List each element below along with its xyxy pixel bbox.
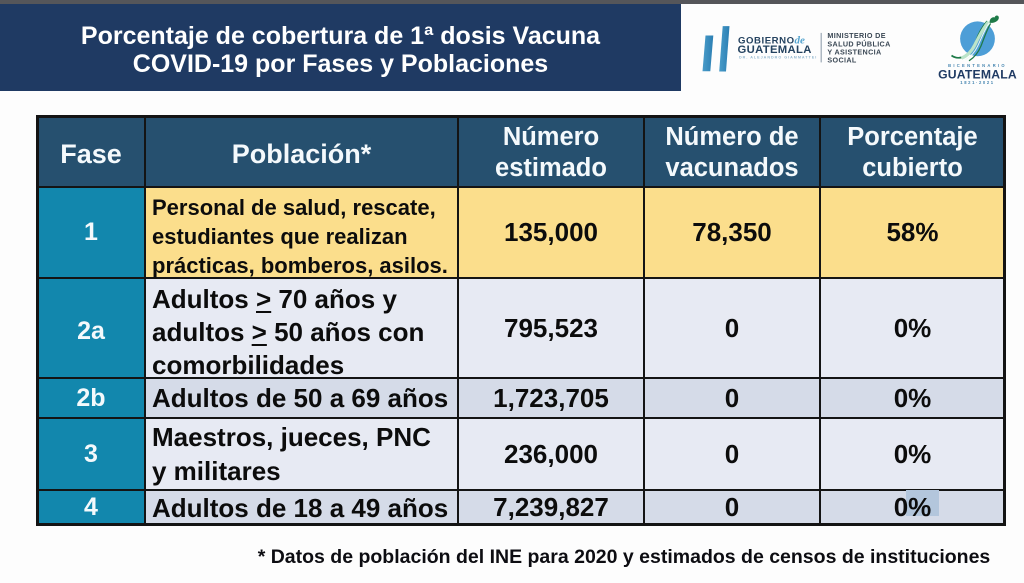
svg-text:GOBIERNO: GOBIERNO bbox=[738, 35, 795, 46]
svg-text:GUATEMALA: GUATEMALA bbox=[938, 68, 1017, 82]
svg-text:DR. ALEJANDRO GIAMMATTEI: DR. ALEJANDRO GIAMMATTEI bbox=[739, 55, 817, 59]
svg-text:MINISTERIO DE: MINISTERIO DE bbox=[827, 31, 885, 40]
svg-text:BICENTENARIO: BICENTENARIO bbox=[948, 63, 1007, 68]
svg-text:SALUD PÚBLICA: SALUD PÚBLICA bbox=[827, 39, 890, 48]
svg-text:de: de bbox=[795, 35, 806, 47]
svg-text:Y ASISTENCIA: Y ASISTENCIA bbox=[827, 48, 881, 57]
svg-text:GUATEMALA: GUATEMALA bbox=[738, 44, 812, 56]
svg-text:1821·2021: 1821·2021 bbox=[960, 80, 994, 85]
svg-text:SOCIAL: SOCIAL bbox=[827, 55, 857, 64]
